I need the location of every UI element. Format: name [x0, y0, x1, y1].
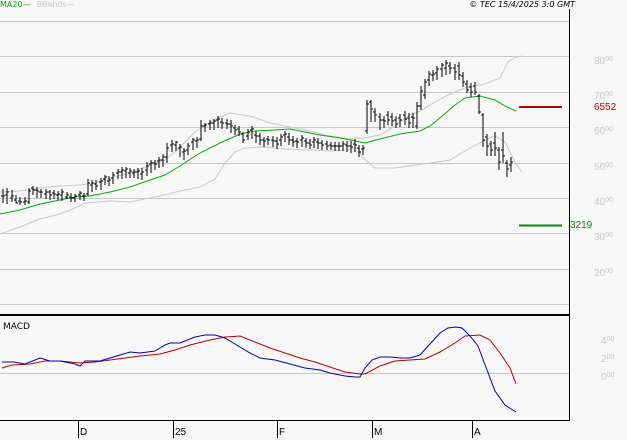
price-label-2000: 2000 [594, 268, 613, 279]
bband-upper [0, 55, 523, 193]
ma20-line [0, 95, 517, 215]
price-label-3000: 3000 [594, 232, 613, 243]
macd-line [2, 326, 517, 413]
legend-bbands: BBands— [36, 0, 75, 9]
x-ticks [78, 421, 473, 438]
ohlc-bars [1, 60, 513, 205]
x-label-m: M [374, 427, 383, 438]
legend-ma20: MA20— [0, 0, 31, 9]
price-label-4000: 4000 [594, 197, 613, 208]
copyright-timestamp: © TEC 15/4/2025 3:0 GMT [469, 0, 575, 9]
macd-label-400: 400 [601, 336, 615, 347]
price-label-7000: 7000 [594, 91, 613, 102]
x-label-25: 25 [175, 427, 187, 438]
x-label-d: D [80, 427, 88, 438]
bband-lower [0, 135, 523, 235]
macd-label-0: 000 [601, 372, 615, 383]
x-label-a: A [474, 427, 481, 438]
price-label-5000: 5000 [594, 162, 613, 173]
macd-title: MACD [3, 322, 30, 332]
price-gridlines [0, 21, 569, 305]
macd-signal-line [1, 334, 517, 385]
support-label: 3219 [570, 220, 593, 231]
x-label-f: F [279, 427, 286, 438]
chart-legend: MA20— BBands— [0, 0, 75, 10]
macd-label-200: 200 [601, 354, 615, 365]
price-label-8000: 8000 [594, 56, 613, 67]
resistance-label: 6552 [594, 102, 617, 113]
price-label-6000: 6000 [594, 126, 613, 137]
